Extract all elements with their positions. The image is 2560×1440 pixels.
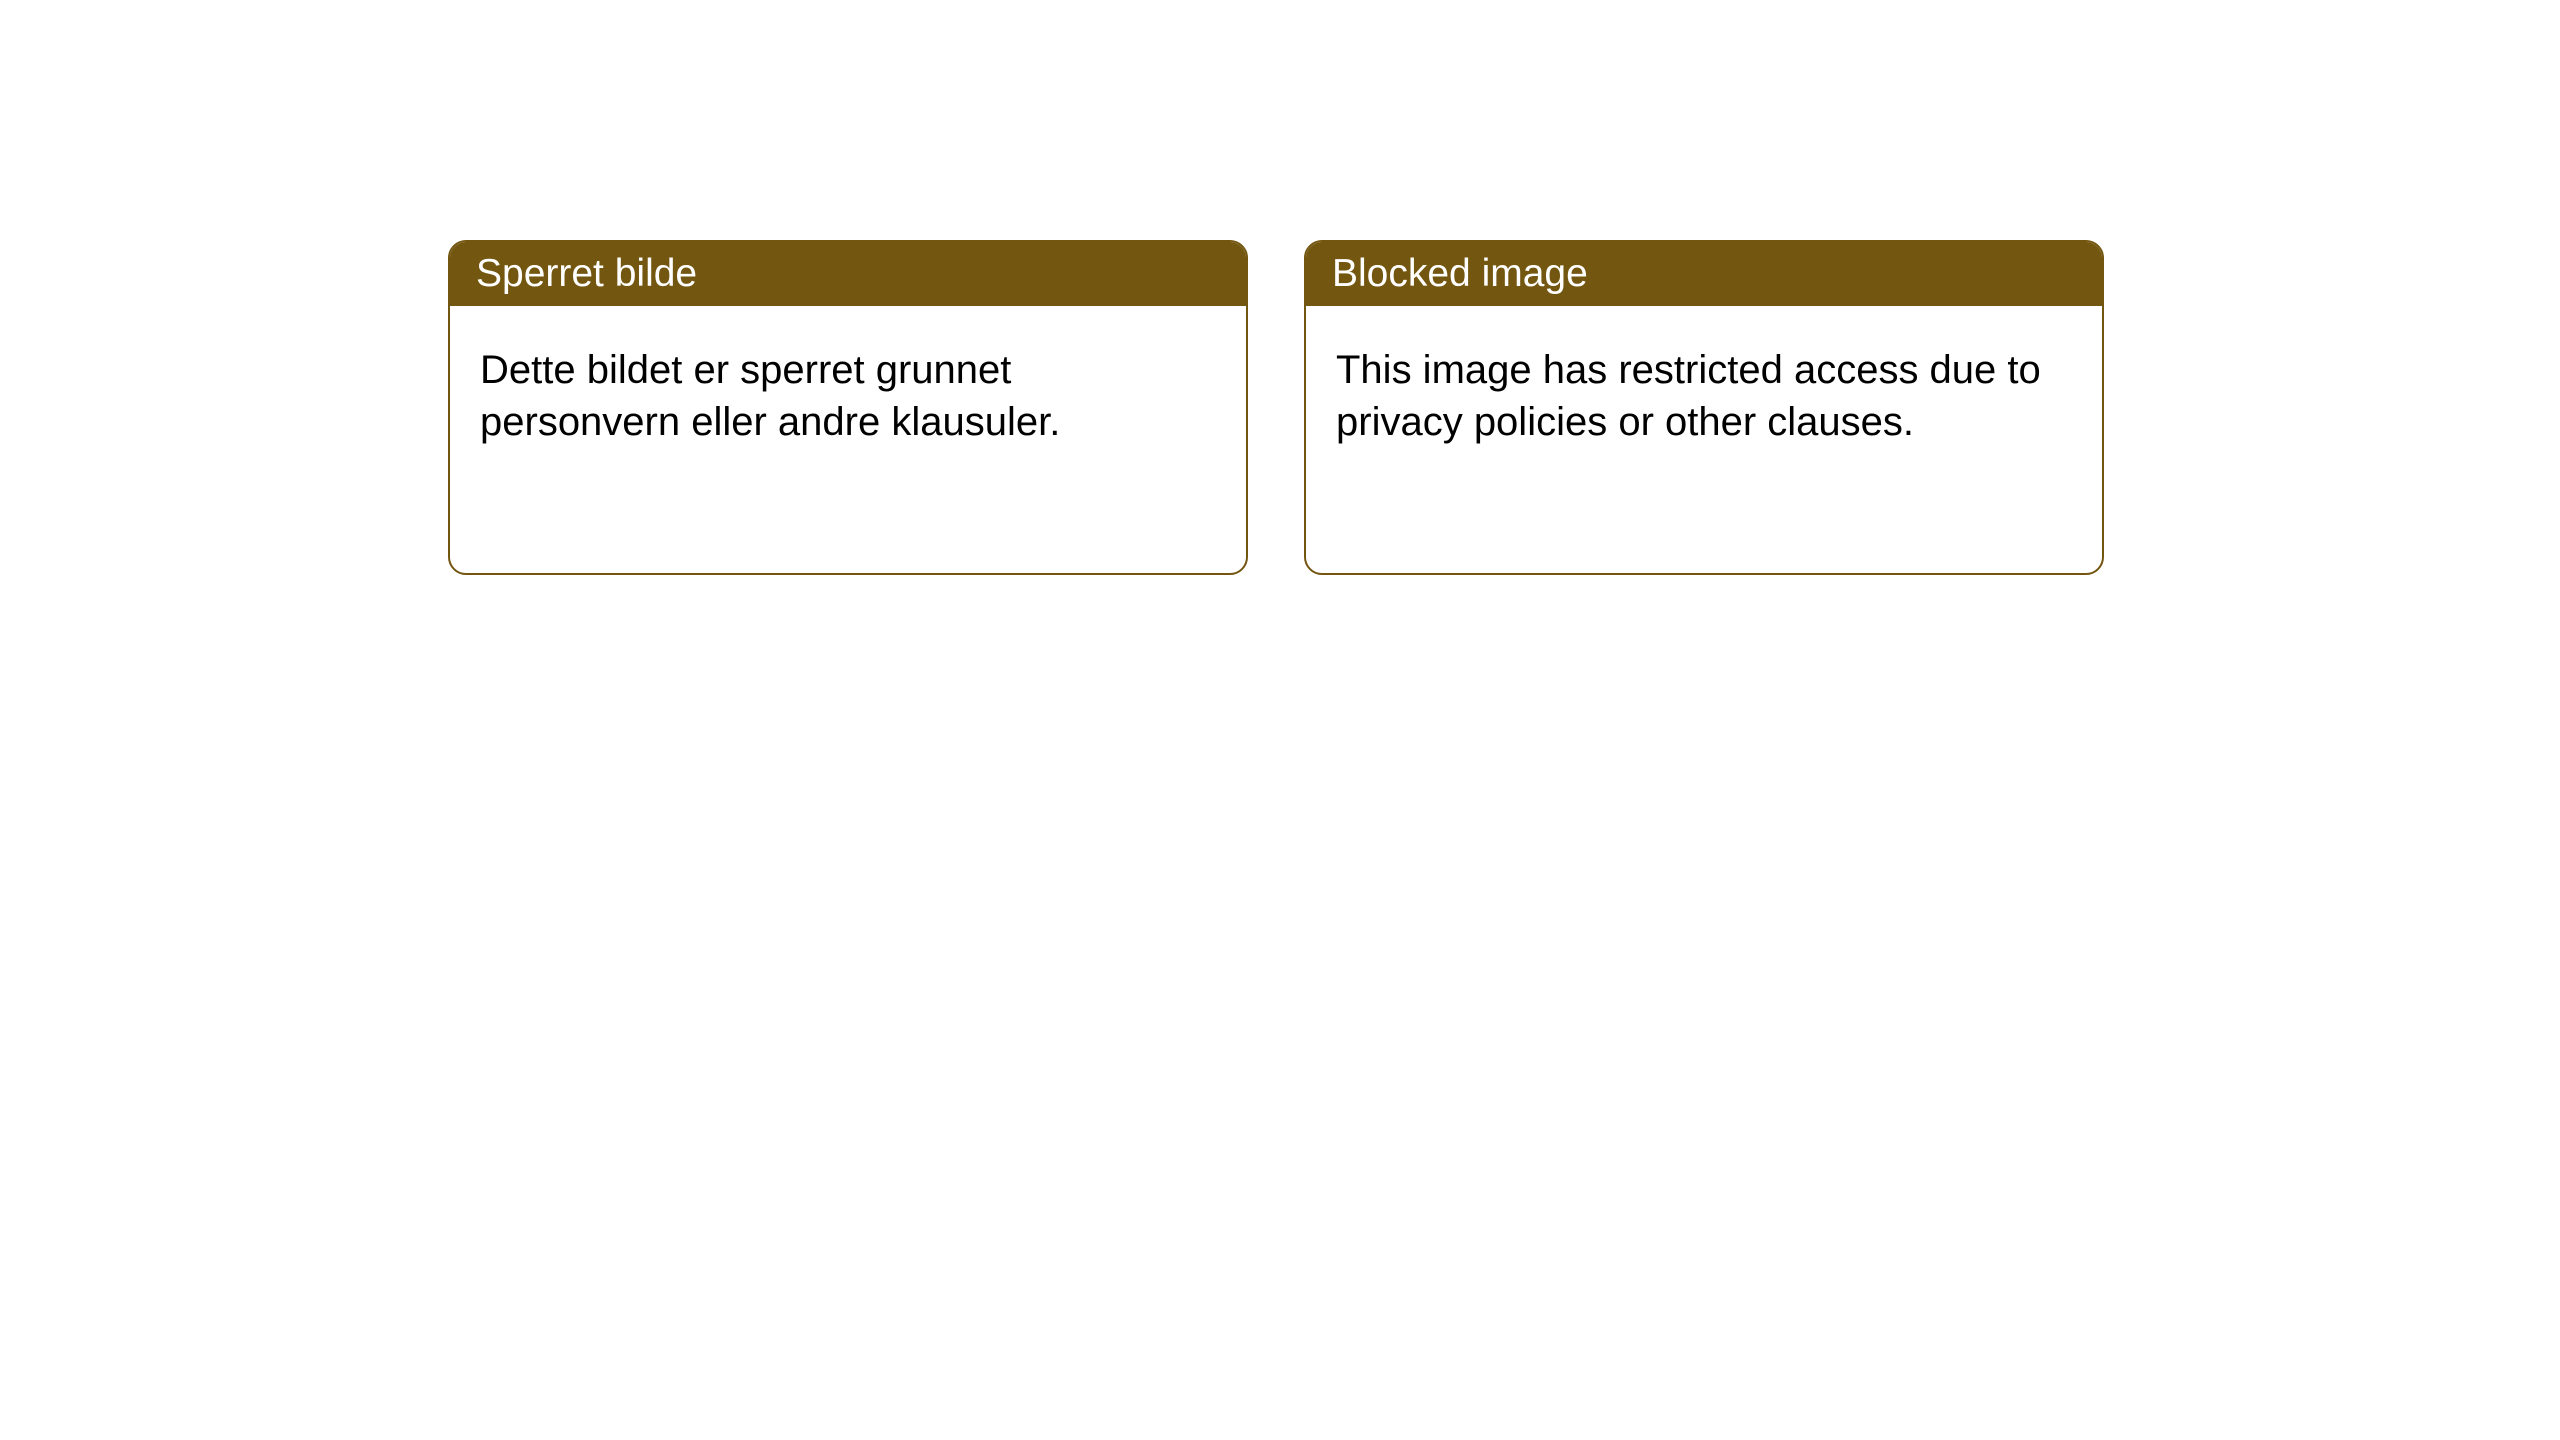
notice-container: Sperret bilde Dette bildet er sperret gr… [0,0,2560,575]
notice-body: Dette bildet er sperret grunnet personve… [450,306,1246,486]
notice-message: Dette bildet er sperret grunnet personve… [480,348,1060,444]
notice-header: Blocked image [1306,242,2102,306]
notice-body: This image has restricted access due to … [1306,306,2102,486]
notice-card-english: Blocked image This image has restricted … [1304,240,2104,575]
notice-message: This image has restricted access due to … [1336,348,2041,444]
notice-title: Sperret bilde [476,252,697,295]
notice-header: Sperret bilde [450,242,1246,306]
notice-card-norwegian: Sperret bilde Dette bildet er sperret gr… [448,240,1248,575]
notice-title: Blocked image [1332,252,1588,295]
